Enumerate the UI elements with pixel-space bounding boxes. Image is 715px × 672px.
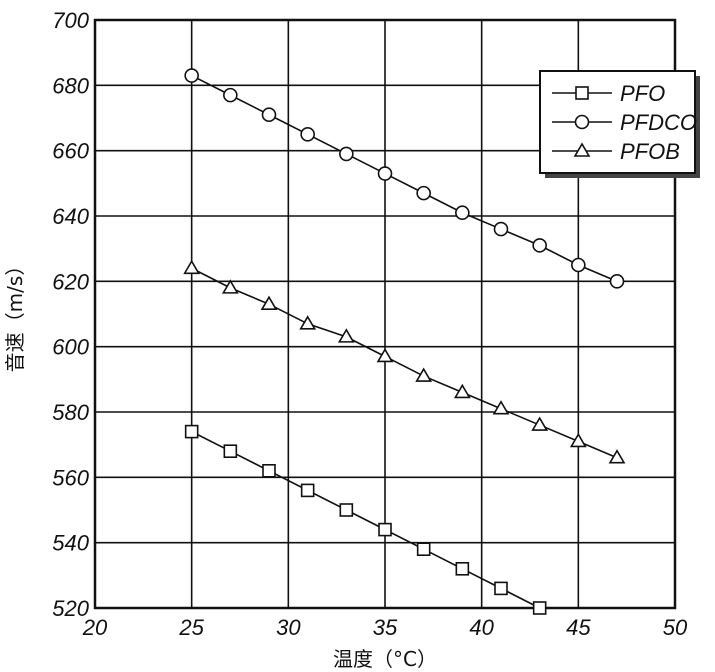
y-tick-label: 580: [52, 400, 89, 425]
square-marker: [456, 563, 468, 575]
x-tick-label: 35: [373, 615, 398, 640]
y-tick-labels: 520540560580600620640660680700: [52, 8, 89, 621]
square-marker: [340, 504, 352, 516]
triangle-marker: [262, 297, 276, 309]
y-tick-label: 660: [52, 139, 89, 164]
x-tick-label: 20: [82, 615, 108, 640]
circle-marker: [572, 259, 585, 272]
circle-marker: [301, 128, 314, 141]
circle-marker: [224, 89, 237, 102]
series-line: [192, 432, 540, 608]
legend: PFO PFDCO PFOB: [540, 71, 700, 178]
triangle-marker: [494, 402, 508, 414]
square-marker: [224, 445, 236, 457]
y-tick-label: 560: [52, 465, 89, 490]
square-marker: [379, 524, 391, 536]
circle-marker: [611, 275, 624, 288]
series-pfo: [186, 426, 546, 614]
square-marker: [418, 543, 430, 555]
circle-marker: [495, 223, 508, 236]
triangle-marker: [417, 369, 431, 381]
circle-marker: [263, 108, 276, 121]
circle-marker: [533, 239, 546, 252]
triangle-marker: [533, 418, 547, 430]
triangle-marker: [223, 281, 237, 293]
square-marker: [495, 582, 507, 594]
x-axis-label: 温度（°C）: [333, 647, 437, 671]
circle-marker: [340, 147, 353, 160]
circle-marker: [576, 116, 589, 129]
triangle-marker: [301, 317, 315, 329]
y-tick-label: 640: [52, 204, 89, 229]
triangle-marker: [455, 385, 469, 397]
legend-label: PFDCO: [620, 110, 697, 135]
x-tick-label: 30: [276, 615, 301, 640]
triangle-marker: [610, 451, 624, 463]
y-tick-label: 600: [52, 335, 89, 360]
circle-marker: [185, 69, 198, 82]
square-marker: [302, 484, 314, 496]
triangle-marker: [378, 349, 392, 361]
triangle-marker: [571, 434, 585, 446]
square-marker: [186, 426, 198, 438]
y-axis-label: 音速（m/s）: [3, 256, 27, 373]
legend-label: PFO: [620, 81, 665, 106]
x-tick-label: 40: [469, 615, 494, 640]
legend-label: PFOB: [620, 139, 680, 164]
x-tick-labels: 20 25 30 35 40 45 50: [82, 615, 688, 640]
x-tick-label: 25: [178, 615, 204, 640]
square-marker: [576, 87, 588, 99]
y-tick-label: 540: [52, 531, 89, 556]
x-tick-label: 45: [566, 615, 591, 640]
y-tick-label: 700: [52, 8, 89, 33]
series-line: [192, 268, 617, 457]
circle-marker: [456, 206, 469, 219]
series-pfob: [185, 261, 624, 462]
circle-marker: [379, 167, 392, 180]
y-tick-label: 680: [52, 73, 89, 98]
y-tick-label: 620: [52, 269, 89, 294]
triangle-marker: [185, 261, 199, 273]
circle-marker: [417, 187, 430, 200]
square-marker: [263, 465, 275, 477]
square-marker: [534, 602, 546, 614]
x-tick-label: 50: [663, 615, 688, 640]
